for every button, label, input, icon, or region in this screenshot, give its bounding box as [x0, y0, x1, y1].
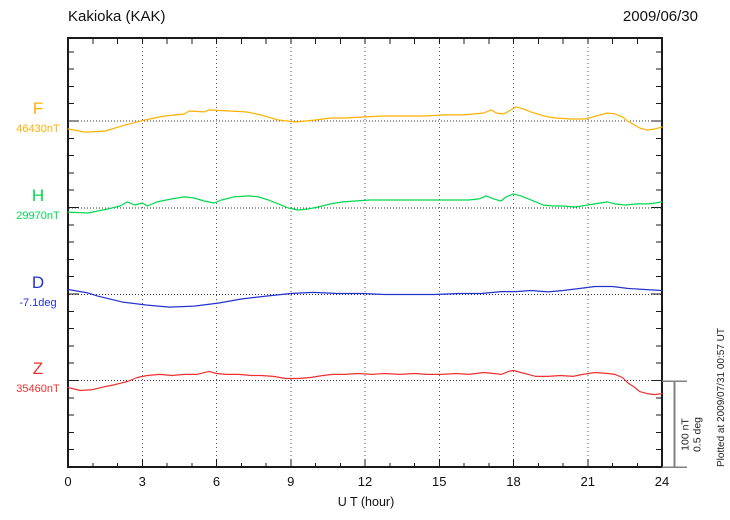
plot-frame [67, 37, 663, 468]
series-letter-Z: Z [32, 358, 44, 378]
x-tick-label-24: 24 [654, 474, 670, 489]
series-baseline-value-F: 46430nT [16, 123, 60, 135]
trace-Z [67, 369, 663, 396]
trace-F [67, 106, 663, 133]
x-tick-label-0: 0 [64, 474, 72, 489]
x-tick-label-15: 15 [432, 474, 447, 489]
x-tick-label-12: 12 [357, 474, 373, 489]
plot-date: 2009/06/30 [622, 8, 698, 25]
scale-bar-label-nt: 100 nT [679, 418, 692, 451]
x-tick-label-6: 6 [212, 474, 221, 489]
x-tick-label-9: 9 [287, 474, 295, 489]
series-letter-H: H [31, 186, 45, 205]
x-tick-label-21: 21 [580, 474, 595, 489]
trace-D [67, 285, 663, 308]
x-tick-label-18: 18 [506, 474, 521, 489]
series-baseline-value-H: 29970nT [16, 210, 60, 222]
scale-bar-label-deg: 0.5 deg [691, 416, 703, 453]
series-baseline-value-D: -7.1deg [19, 296, 57, 309]
station-title: Kakioka (KAK) [68, 8, 166, 25]
x-tick-label-3: 3 [138, 474, 146, 489]
series-baseline-value-Z: 35460nT [16, 382, 60, 395]
series-letter-D: D [31, 272, 45, 292]
plotted-at-note: Plotted at 2009/07/31 00:57 UT [716, 328, 727, 467]
x-axis-title: U T (hour) [337, 495, 395, 509]
series-letter-F: F [32, 99, 44, 118]
scale-bar-label: 100 nT 0.5 deg [679, 399, 704, 471]
trace-H [67, 193, 663, 214]
